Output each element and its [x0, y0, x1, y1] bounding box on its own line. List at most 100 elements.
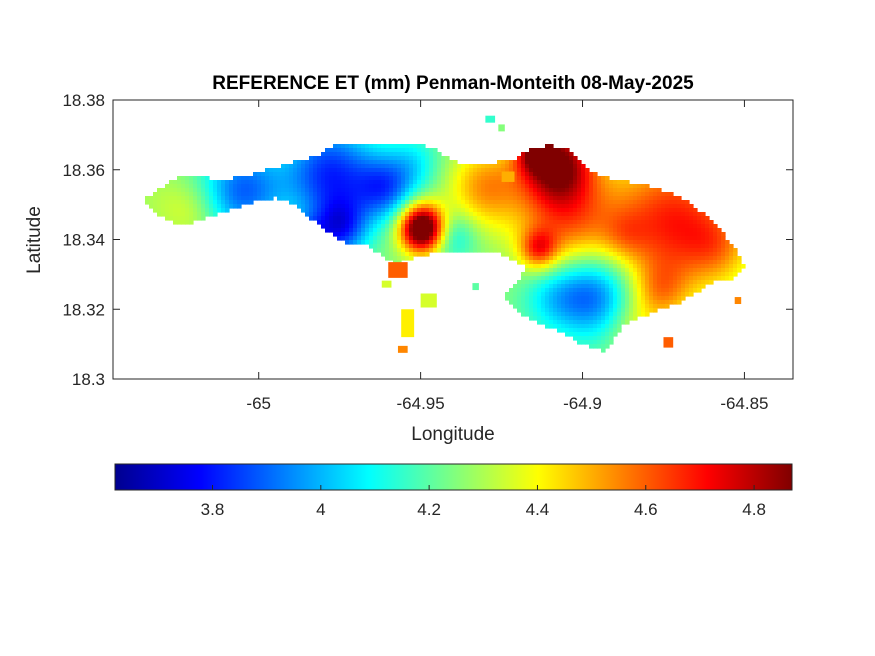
et-cell — [593, 304, 598, 309]
et-cell — [733, 256, 738, 261]
et-cell — [401, 240, 406, 245]
et-cell — [629, 308, 634, 313]
et-cell — [561, 160, 566, 165]
et-cell — [613, 252, 618, 257]
et-cell — [513, 224, 518, 229]
et-cell — [413, 224, 418, 229]
et-cell — [489, 180, 494, 185]
et-cell — [401, 148, 406, 153]
et-cell — [709, 256, 714, 261]
et-cell — [637, 216, 642, 221]
et-cell — [341, 208, 346, 213]
et-cell — [685, 268, 690, 273]
et-cell — [481, 228, 486, 233]
et-cell — [533, 176, 538, 181]
et-cell — [205, 200, 210, 205]
et-cell — [489, 208, 494, 213]
et-cell — [537, 180, 542, 185]
et-cell — [557, 236, 562, 241]
et-cell — [665, 268, 670, 273]
et-cell — [617, 260, 622, 265]
et-cell — [549, 224, 554, 229]
et-cell — [489, 176, 494, 181]
et-cell — [493, 220, 498, 225]
et-cell — [549, 148, 554, 153]
et-cell — [621, 204, 626, 209]
et-cell — [505, 224, 510, 229]
et-cell — [525, 308, 530, 313]
et-cell — [733, 248, 738, 253]
et-cell — [313, 204, 318, 209]
et-cell — [685, 240, 690, 245]
et-cell — [525, 204, 530, 209]
et-cell — [385, 148, 390, 153]
et-cell — [669, 268, 674, 273]
et-cell — [581, 252, 586, 257]
et-cell — [409, 204, 414, 209]
et-cell — [349, 172, 354, 177]
et-cell — [185, 192, 190, 197]
et-cell — [645, 260, 650, 265]
et-cell — [661, 256, 666, 261]
et-cell — [529, 236, 534, 241]
et-cell — [705, 260, 710, 265]
et-cell — [585, 336, 590, 341]
et-cell — [353, 204, 358, 209]
et-cell — [553, 260, 558, 265]
et-cell — [585, 324, 590, 329]
et-cell — [585, 240, 590, 245]
et-cell — [461, 220, 466, 225]
et-cell — [513, 216, 518, 221]
et-cell — [533, 292, 538, 297]
et-cell — [469, 212, 474, 217]
et-cell — [501, 216, 506, 221]
et-cell — [609, 184, 614, 189]
et-cell — [397, 240, 402, 245]
et-cell — [649, 284, 654, 289]
et-cell — [281, 180, 286, 185]
et-cell — [241, 184, 246, 189]
et-cell — [685, 252, 690, 257]
et-cell — [209, 212, 214, 217]
et-cell — [257, 196, 262, 201]
et-cell — [557, 208, 562, 213]
et-cell — [589, 344, 594, 349]
et-cell — [717, 252, 722, 257]
et-cell — [425, 240, 430, 245]
et-cell — [561, 200, 566, 205]
et-cell — [565, 332, 570, 337]
et-cell — [213, 208, 218, 213]
et-cell — [533, 248, 538, 253]
et-cell — [349, 228, 354, 233]
et-cell — [229, 200, 234, 205]
et-cell — [273, 188, 278, 193]
et-cell — [509, 240, 514, 245]
et-cell — [629, 252, 634, 257]
et-cell — [689, 224, 694, 229]
et-cell — [545, 148, 550, 153]
et-cell — [637, 256, 642, 261]
et-cell — [613, 264, 618, 269]
et-cell — [421, 212, 426, 217]
et-cell — [665, 296, 670, 301]
et-cell — [601, 324, 606, 329]
et-cell — [645, 236, 650, 241]
et-cell — [481, 188, 486, 193]
et-cell — [537, 268, 542, 273]
et-cell — [361, 168, 366, 173]
et-cell — [589, 260, 594, 265]
et-cell — [693, 208, 698, 213]
et-cell — [153, 208, 158, 213]
et-cell — [413, 252, 418, 257]
et-cell — [377, 236, 382, 241]
et-cell — [309, 200, 314, 205]
et-cell — [561, 216, 566, 221]
et-cell — [649, 288, 654, 293]
et-cell — [597, 252, 602, 257]
et-cell — [333, 220, 338, 225]
et-cell — [157, 188, 162, 193]
et-cell — [357, 236, 362, 241]
et-cell — [561, 152, 566, 157]
et-cell — [529, 296, 534, 301]
et-cell — [565, 220, 570, 225]
